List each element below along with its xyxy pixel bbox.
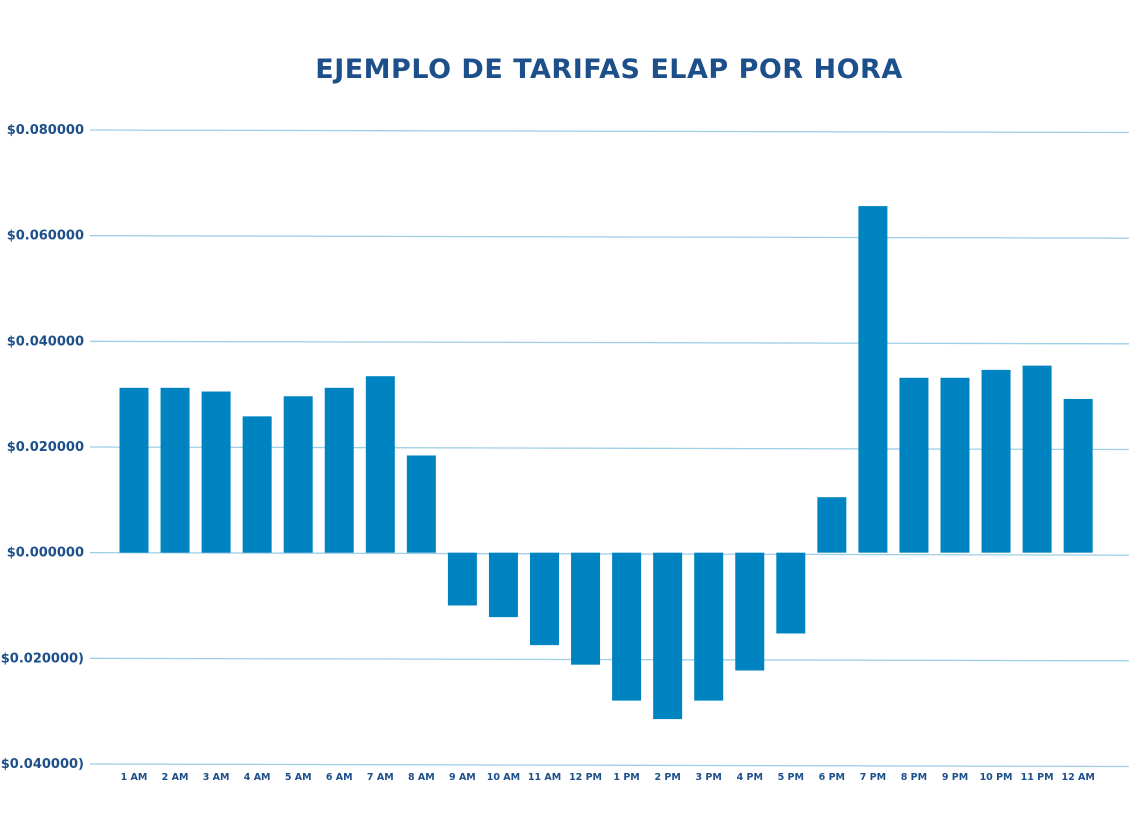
gridline <box>89 340 1129 345</box>
bar <box>899 377 929 553</box>
x-tick-label: 12 PM <box>569 772 602 783</box>
x-tick-label: 11 PM <box>1021 772 1054 783</box>
x-tick-label: 1 AM <box>121 772 148 783</box>
x-tick-label: 5 AM <box>285 772 312 783</box>
bar <box>1063 398 1093 553</box>
bar <box>530 552 559 646</box>
x-tick-label: 9 AM <box>449 772 476 783</box>
bar <box>612 552 642 701</box>
y-tick-label: $0.080000 <box>7 123 84 138</box>
x-tick-label: 3 AM <box>203 772 230 783</box>
bar <box>694 552 724 701</box>
x-tick-label: 6 AM <box>326 772 353 783</box>
chart-title: EJEMPLO DE TARIFAS ELAP POR HORA <box>315 54 903 85</box>
gridline <box>89 235 1129 239</box>
bar <box>160 387 190 553</box>
bar <box>201 391 231 553</box>
y-tick-label: $0.060000 <box>7 229 84 244</box>
x-tick-label: 4 AM <box>244 772 271 783</box>
x-tick-label: 8 AM <box>408 772 435 783</box>
y-tick-label: ($0.020000) <box>0 651 84 666</box>
x-tick-label: 3 PM <box>696 772 722 783</box>
x-tick-label: 2 PM <box>654 772 680 783</box>
x-tick-label: 7 PM <box>860 772 886 783</box>
gridline <box>89 657 1129 662</box>
x-tick-label: 10 PM <box>980 772 1013 783</box>
bar <box>242 416 272 553</box>
y-tick-label: $0.000000 <box>7 546 84 561</box>
bar <box>571 552 601 665</box>
bar <box>858 206 888 553</box>
x-tick-label: 12 AM <box>1061 772 1094 783</box>
bar <box>488 552 518 618</box>
x-tick-label: 1 PM <box>613 772 639 783</box>
x-tick-label: 10 AM <box>487 772 520 783</box>
x-tick-label: 5 PM <box>778 772 804 783</box>
bar <box>940 377 970 553</box>
bar <box>324 387 354 553</box>
y-tick-label: $0.020000 <box>7 440 84 455</box>
bar <box>981 369 1011 553</box>
bar <box>447 552 477 606</box>
x-tick-label: 6 PM <box>819 772 845 783</box>
bar <box>1022 365 1052 553</box>
y-tick-label: ($0.040000) <box>0 757 84 772</box>
bar <box>119 387 149 553</box>
x-tick-label: 7 AM <box>367 772 394 783</box>
x-tick-label: 9 PM <box>942 772 968 783</box>
gridline <box>89 763 1129 768</box>
gridline <box>89 552 1129 556</box>
bar <box>735 552 765 671</box>
bar <box>406 455 436 553</box>
bar <box>365 376 395 553</box>
bar <box>653 552 683 720</box>
x-tick-label: 4 PM <box>737 772 763 783</box>
bar <box>817 497 847 553</box>
x-tick-label: 11 AM <box>528 772 561 783</box>
x-tick-label: 8 PM <box>901 772 927 783</box>
bar <box>776 552 806 634</box>
bar <box>283 396 313 553</box>
gridline <box>89 129 1129 134</box>
y-tick-label: $0.040000 <box>7 334 84 349</box>
x-tick-label: 2 AM <box>162 772 189 783</box>
